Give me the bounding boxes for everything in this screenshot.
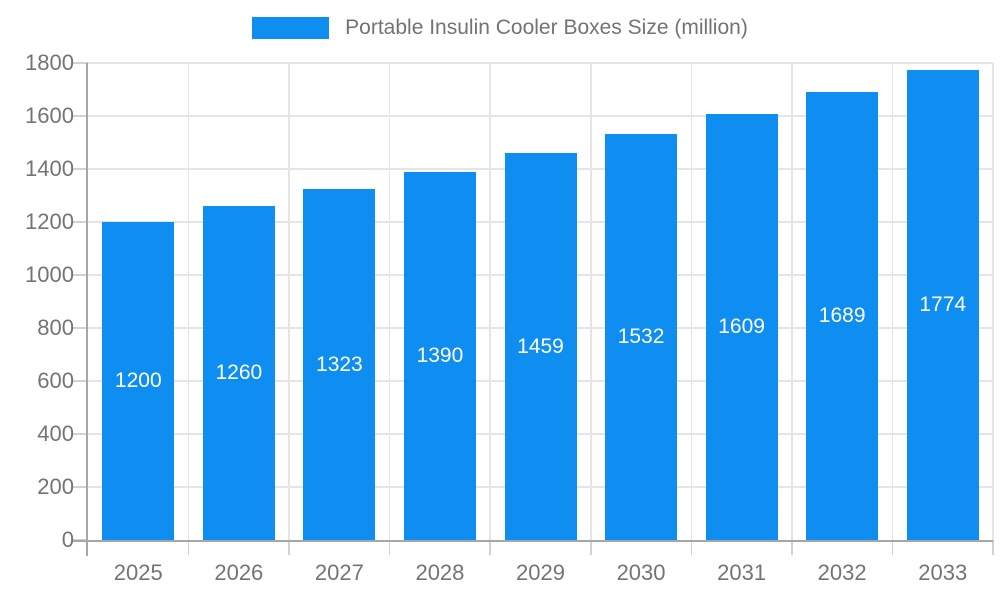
bar-2025[interactable]: 1200 <box>102 222 175 540</box>
y-axis-label: 200 <box>37 474 74 499</box>
y-axis-tick <box>73 62 88 64</box>
y-gridline <box>88 62 993 64</box>
bar-2033[interactable]: 1774 <box>906 69 979 540</box>
x-axis-line <box>73 540 993 542</box>
y-axis-label: 1400 <box>25 156 74 181</box>
x-axis-tick <box>489 540 491 555</box>
y-axis-label: 400 <box>37 421 74 446</box>
x-gridline <box>590 63 592 540</box>
y-axis-tick <box>73 486 88 488</box>
bar-value-label: 1200 <box>114 369 162 392</box>
y-axis-label: 1800 <box>25 50 74 75</box>
bar-value-label: 1609 <box>718 314 765 338</box>
x-gridline <box>288 63 290 540</box>
y-axis-tick <box>73 433 88 435</box>
bar-value-label: 1390 <box>416 343 464 367</box>
x-axis-label: 2028 <box>415 560 465 585</box>
y-axis-label: 800 <box>37 315 74 340</box>
bar-value-label: 1532 <box>617 325 665 348</box>
x-axis-label: 2025 <box>113 560 163 585</box>
x-axis-tick <box>288 540 290 555</box>
bar-2026[interactable]: 1260 <box>202 206 275 540</box>
legend-label: Portable Insulin Cooler Boxes Size (mill… <box>345 16 748 39</box>
x-axis-tick <box>891 540 894 555</box>
x-axis-label: 2031 <box>717 560 767 585</box>
bar-value-label: 1459 <box>517 334 564 358</box>
x-gridline <box>388 63 391 540</box>
bar-2032[interactable]: 1689 <box>806 92 879 540</box>
y-axis-label: 0 <box>61 527 74 552</box>
y-axis-label: 1600 <box>25 103 74 128</box>
bar-2028[interactable]: 1390 <box>403 171 476 540</box>
y-axis-tick <box>73 327 88 329</box>
bar-2031[interactable]: 1609 <box>705 113 778 540</box>
x-gridline <box>791 63 793 540</box>
x-axis-tick <box>791 540 793 555</box>
x-gridline <box>489 63 491 540</box>
x-axis-label: 2030 <box>616 560 666 585</box>
x-axis-tick <box>187 540 190 555</box>
y-axis-label: 600 <box>37 368 74 393</box>
y-axis-label: 1200 <box>25 209 74 234</box>
x-axis-label: 2027 <box>314 560 364 585</box>
x-axis-label: 2029 <box>516 560 565 585</box>
y-axis-label: 1000 <box>25 262 74 287</box>
x-axis-tick <box>690 540 693 555</box>
x-gridline <box>690 63 693 540</box>
x-axis-label: 2033 <box>918 560 968 585</box>
x-gridline <box>891 63 894 540</box>
chart-legend[interactable]: Portable Insulin Cooler Boxes Size (mill… <box>0 16 1000 40</box>
y-axis-tick <box>73 115 88 117</box>
bar-2027[interactable]: 1323 <box>303 189 376 540</box>
x-gridline <box>187 63 190 540</box>
y-axis-line <box>86 63 88 556</box>
bar-value-label: 1323 <box>316 352 363 376</box>
bar-value-label: 1774 <box>919 292 967 316</box>
x-axis-label: 2026 <box>214 560 264 585</box>
bar-value-label: 1689 <box>818 304 866 328</box>
legend-swatch <box>252 17 330 39</box>
y-axis-tick <box>73 221 88 223</box>
y-axis-tick <box>73 380 88 382</box>
bar-2029[interactable]: 1459 <box>504 153 577 540</box>
bar-2030[interactable]: 1532 <box>605 134 678 540</box>
y-axis-tick <box>73 274 88 276</box>
y-axis-tick <box>73 168 88 170</box>
x-gridline <box>992 63 994 540</box>
x-axis-label: 2032 <box>817 560 867 585</box>
y-gridline <box>88 115 993 117</box>
x-axis-tick <box>590 540 592 555</box>
x-axis-tick <box>992 540 994 555</box>
bar-value-label: 1260 <box>215 361 263 385</box>
x-axis-tick <box>388 540 391 555</box>
